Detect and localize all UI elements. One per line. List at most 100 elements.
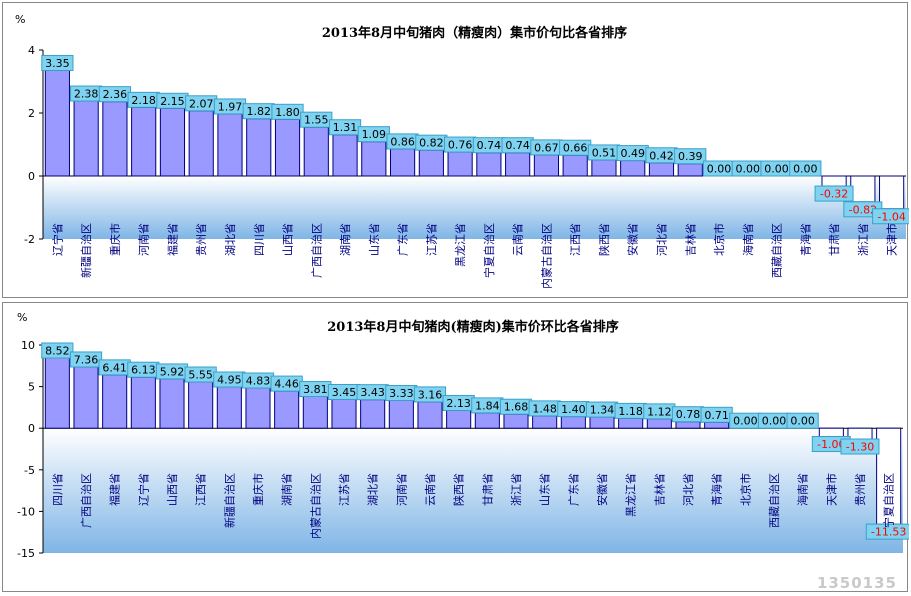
data-label: 6.41 — [98, 359, 131, 376]
data-label-text: 1.09 — [362, 128, 387, 141]
data-label-box — [786, 412, 819, 429]
data-label-text: -0.32 — [820, 188, 848, 201]
category-label: 山东省 — [539, 473, 552, 506]
data-label: 0.67 — [530, 139, 563, 156]
bar — [331, 398, 357, 429]
bar — [245, 387, 271, 429]
data-label: 1.31 — [328, 119, 362, 136]
category-label: 甘肃省 — [828, 223, 841, 256]
data-label-text: 3.35 — [45, 57, 70, 70]
data-label-text: 4.83 — [246, 375, 271, 388]
bar — [591, 159, 617, 177]
category-label: 广西自治区 — [79, 473, 93, 528]
category-label: 云南省 — [512, 223, 525, 256]
data-label-text: 0.71 — [704, 409, 729, 422]
plot-area-upper — [43, 50, 906, 176]
bar — [246, 118, 272, 177]
y-tick-label: -15 — [17, 547, 35, 560]
data-label-text: 2.36 — [103, 88, 128, 101]
data-label: 3.45 — [327, 383, 361, 400]
category-label: 辽宁省 — [50, 223, 64, 256]
bar — [274, 118, 301, 177]
data-label-text: 4.46 — [274, 378, 299, 391]
data-label: 2.07 — [185, 95, 218, 112]
bar — [677, 163, 703, 177]
plot-area-lower — [43, 428, 903, 553]
bar — [850, 175, 876, 203]
category-label: 黑龙江省 — [454, 223, 467, 267]
bar — [417, 401, 443, 429]
category-label: 湖南省 — [339, 223, 352, 256]
category-label: 甘肃省 — [481, 473, 494, 506]
data-label-text: 7.36 — [74, 353, 99, 366]
bar — [589, 416, 615, 429]
category-label: 陕西省 — [452, 473, 466, 506]
data-label: 2.18 — [127, 91, 160, 108]
data-label-text: 5.55 — [188, 369, 213, 382]
chart-panel-ten-day: 2013年8月中旬猪肉（精瘦肉）集市价句比各省排序% 4 2 0 -2 3.35 2.38 2… — [2, 2, 909, 298]
data-label: 0.51 — [587, 144, 621, 161]
category-label: 四川省 — [253, 223, 266, 256]
data-label: 3.33 — [385, 384, 418, 401]
data-label-text: 1.34 — [590, 404, 615, 417]
data-label-text: 1.97 — [218, 100, 243, 113]
data-label-text: -1.04 — [877, 210, 905, 223]
category-label: 江西省 — [569, 223, 582, 256]
data-label-box — [41, 54, 74, 71]
category-label: 湖南省 — [281, 473, 294, 506]
data-label-text: 3.16 — [418, 388, 443, 401]
data-label: 3.16 — [413, 386, 447, 403]
bar — [102, 374, 128, 429]
bar — [130, 376, 156, 429]
category-label: 海南省 — [796, 473, 810, 506]
y-tick-label: -10 — [17, 505, 35, 518]
bar — [159, 378, 185, 429]
y-tick-label: 4 — [28, 44, 35, 57]
data-label: 0.00 — [731, 160, 764, 177]
bar — [361, 141, 387, 177]
category-label: 河北省 — [682, 473, 695, 506]
data-label-text: 0.00 — [733, 415, 758, 428]
category-label: 黑龙江省 — [625, 473, 638, 517]
chart-title: 2013年8月中旬猪肉（精瘦肉）集市价句比各省排序 — [322, 25, 627, 41]
data-label-text: 0.76 — [448, 139, 473, 152]
data-label-text: 1.12 — [647, 405, 672, 418]
data-label: 1.48 — [528, 400, 561, 417]
data-label-text: 8.52 — [45, 345, 70, 358]
bar — [648, 162, 675, 177]
bar — [818, 427, 844, 438]
plot-area-lower — [43, 176, 906, 239]
data-label: 0.00 — [729, 412, 762, 429]
data-label: 7.36 — [69, 351, 103, 368]
data-label: 0.00 — [760, 160, 793, 177]
category-label: 重庆市 — [108, 223, 122, 256]
y-axis-unit: % — [17, 311, 27, 324]
data-label-text: 0.00 — [793, 163, 818, 176]
category-label: 内蒙古自治区 — [308, 473, 322, 539]
y-tick-label: 0 — [28, 422, 35, 435]
category-label: 湖北省 — [367, 473, 380, 506]
data-label-text: 1.18 — [618, 405, 643, 418]
data-label: -0.32 — [814, 185, 854, 202]
bar — [73, 100, 99, 177]
category-label: 浙江省 — [510, 473, 523, 506]
category-label: 贵州省 — [195, 223, 208, 256]
data-label: 8.52 — [41, 342, 74, 359]
data-label-text: 0.00 — [790, 415, 815, 428]
bar — [847, 427, 873, 440]
category-label: 湖北省 — [224, 223, 237, 256]
bar — [704, 421, 730, 429]
category-label: 西藏自治区 — [767, 473, 781, 528]
chart-month-on-month-comparison: 2013年8月中旬猪肉(精瘦肉)集市价环比各省排序% 10 5 0 -5 -10 -15 8.… — [17, 311, 909, 560]
category-label: 青海省 — [710, 473, 724, 506]
chart-ten-day-comparison: 2013年8月中旬猪肉（精瘦肉）集市价句比各省排序% 4 2 0 -2 3.35 2.38 2… — [15, 13, 909, 289]
data-label: 5.55 — [184, 366, 217, 383]
category-label: 海南省 — [741, 223, 755, 256]
bar — [876, 427, 902, 525]
data-label: -1.30 — [840, 438, 880, 455]
data-label: 2.13 — [442, 394, 475, 411]
data-label: 0.74 — [472, 137, 505, 154]
data-label: 1.09 — [357, 126, 390, 143]
data-label-text: -0.82 — [849, 203, 877, 216]
category-label: 天津市 — [824, 473, 838, 506]
